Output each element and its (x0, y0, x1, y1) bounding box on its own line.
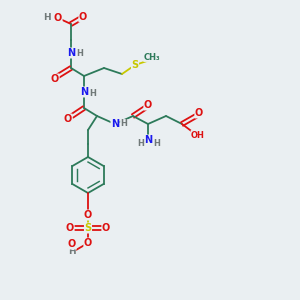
Text: H: H (68, 248, 76, 256)
Text: H: H (121, 119, 128, 128)
Text: N: N (67, 48, 75, 58)
Text: O: O (54, 13, 62, 23)
Text: N: N (80, 87, 88, 97)
Text: H: H (90, 88, 96, 98)
Text: N: N (144, 135, 152, 145)
Text: O: O (68, 239, 76, 249)
Text: N: N (111, 119, 119, 129)
Text: S: S (84, 223, 92, 233)
Text: OH: OH (191, 130, 205, 140)
Text: CH₃: CH₃ (144, 52, 160, 62)
Text: O: O (79, 12, 87, 22)
Text: O: O (64, 114, 72, 124)
Text: H: H (76, 49, 83, 58)
Text: H: H (154, 139, 160, 148)
Text: O: O (195, 108, 203, 118)
Text: O: O (102, 223, 110, 233)
Text: O: O (84, 210, 92, 220)
Text: O: O (66, 223, 74, 233)
Text: O: O (84, 238, 92, 248)
Text: S: S (131, 60, 139, 70)
Text: H: H (43, 14, 51, 22)
Text: H: H (138, 139, 144, 148)
Text: O: O (51, 74, 59, 84)
Text: O: O (144, 100, 152, 110)
